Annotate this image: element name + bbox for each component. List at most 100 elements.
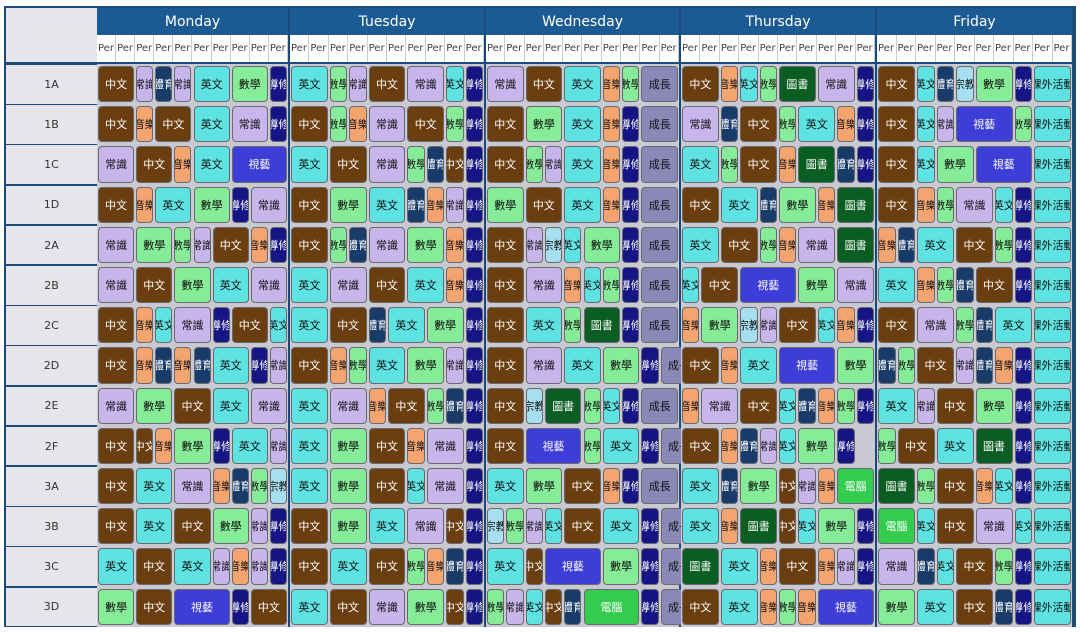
lesson-gs[interactable]: 常識 (368, 226, 406, 263)
lesson-en[interactable]: 英文 (564, 66, 601, 103)
lesson-en[interactable]: 英文 (936, 427, 974, 464)
lesson-mu[interactable]: 音樂 (174, 347, 192, 384)
lesson-gu[interactable]: 導修 (269, 66, 287, 103)
lesson-re[interactable]: 宗教 (544, 226, 563, 263)
lesson-en[interactable]: 英文 (917, 588, 954, 625)
lesson-gs[interactable]: 常識 (487, 66, 524, 103)
lesson-zh[interactable]: 中文 (564, 468, 601, 505)
lesson-ma[interactable]: 數學 (897, 347, 915, 384)
lesson-pe[interactable]: 體育 (798, 387, 816, 424)
lesson-mu[interactable]: 音樂 (682, 387, 700, 424)
lesson-pe[interactable]: 體育 (720, 106, 739, 143)
lesson-en[interactable]: 英文 (740, 347, 777, 384)
lesson-zh[interactable]: 中文 (407, 106, 445, 143)
lesson-ma[interactable]: 數學 (837, 347, 874, 384)
lesson-en[interactable]: 英文 (388, 307, 425, 344)
lesson-mu[interactable]: 音樂 (779, 146, 797, 183)
lesson-gs[interactable]: 常識 (368, 106, 406, 143)
lesson-ex[interactable]: 課外活動 (1034, 307, 1071, 344)
lesson-pe[interactable]: 體育 (231, 468, 249, 505)
lesson-en[interactable]: 英文 (878, 267, 915, 304)
class-label-3c[interactable]: 3C (6, 547, 97, 586)
lesson-pe[interactable]: 體育 (897, 226, 915, 263)
lesson-zh[interactable]: 中文 (956, 548, 993, 585)
lesson-pd[interactable]: 成長 (641, 66, 678, 103)
lesson-pe[interactable]: 體育 (446, 387, 464, 424)
lesson-pe[interactable]: 體育 (759, 186, 777, 223)
lesson-ma[interactable]: 數學 (407, 146, 425, 183)
lesson-mu[interactable]: 音樂 (407, 427, 425, 464)
lesson-gs[interactable]: 常識 (174, 468, 211, 505)
lesson-ma[interactable]: 數學 (602, 548, 640, 585)
lesson-gu[interactable]: 導修 (465, 106, 483, 143)
class-label-2d[interactable]: 2D (6, 346, 97, 385)
lesson-zh[interactable]: 中文 (368, 548, 406, 585)
lesson-va[interactable]: 視藝 (174, 588, 230, 625)
lesson-ma[interactable]: 數學 (407, 588, 445, 625)
lesson-mu[interactable]: 音樂 (837, 106, 855, 143)
lesson-ma[interactable]: 數學 (564, 307, 582, 344)
lesson-gs[interactable]: 常識 (956, 186, 993, 223)
lesson-ma[interactable]: 數學 (975, 66, 1013, 103)
lesson-gu[interactable]: 導修 (269, 508, 287, 545)
lesson-zh[interactable]: 中文 (740, 106, 777, 143)
lesson-pd[interactable]: 成長 (641, 106, 678, 143)
lesson-gs[interactable]: 常識 (426, 427, 464, 464)
lesson-en[interactable]: 英文 (525, 588, 543, 625)
lesson-en[interactable]: 英文 (682, 146, 719, 183)
lesson-mu[interactable]: 音樂 (174, 146, 192, 183)
lesson-gu[interactable]: 導修 (856, 66, 874, 103)
lesson-ma[interactable]: 數學 (136, 387, 173, 424)
lesson-mu[interactable]: 音樂 (602, 146, 621, 183)
lesson-zh[interactable]: 中文 (682, 588, 719, 625)
lesson-va[interactable]: 視藝 (817, 588, 874, 625)
lesson-li[interactable]: 圖書 (798, 146, 836, 183)
lesson-gu[interactable]: 導修 (1014, 588, 1032, 625)
lesson-pe[interactable]: 體育 (995, 588, 1013, 625)
lesson-zh[interactable]: 中文 (368, 267, 406, 304)
lesson-ma[interactable]: 數學 (193, 186, 230, 223)
lesson-zh[interactable]: 中文 (368, 468, 406, 505)
lesson-mu[interactable]: 音樂 (602, 186, 621, 223)
lesson-mu[interactable]: 音樂 (349, 106, 367, 143)
lesson-va[interactable]: 視藝 (975, 146, 1032, 183)
lesson-re[interactable]: 宗教 (956, 66, 974, 103)
lesson-gu[interactable]: 導修 (622, 146, 640, 183)
lesson-gs[interactable]: 常識 (250, 508, 268, 545)
lesson-gs[interactable]: 常識 (837, 548, 855, 585)
lesson-gu[interactable]: 導修 (269, 548, 287, 585)
lesson-ex[interactable]: 課外活動 (1034, 226, 1071, 263)
lesson-gu[interactable]: 導修 (269, 106, 287, 143)
lesson-mu[interactable]: 音樂 (426, 186, 445, 223)
lesson-mu[interactable]: 音樂 (329, 347, 348, 384)
class-label-3b[interactable]: 3B (6, 507, 97, 546)
lesson-pe[interactable]: 體育 (407, 186, 425, 223)
lesson-zh[interactable]: 中文 (720, 226, 758, 263)
lesson-gu[interactable]: 導修 (837, 427, 855, 464)
lesson-en[interactable]: 英文 (817, 307, 836, 344)
lesson-zh[interactable]: 中文 (329, 146, 367, 183)
class-label-2a[interactable]: 2A (6, 225, 97, 265)
class-label-1b[interactable]: 1B (6, 105, 97, 144)
lesson-en[interactable]: 英文 (682, 267, 700, 304)
lesson-gu[interactable]: 導修 (641, 588, 659, 625)
lesson-zh[interactable]: 中文 (250, 588, 287, 625)
lesson-gu[interactable]: 導修 (856, 307, 874, 344)
lesson-ma[interactable]: 數學 (622, 66, 640, 103)
lesson-en[interactable]: 英文 (720, 186, 758, 223)
lesson-co[interactable]: 電腦 (837, 468, 874, 505)
lesson-gu[interactable]: 導修 (622, 186, 640, 223)
lesson-ma[interactable]: 數學 (759, 66, 777, 103)
lesson-gs[interactable]: 常識 (701, 387, 739, 424)
lesson-zh[interactable]: 中文 (779, 548, 816, 585)
lesson-ex[interactable]: 課外活動 (1034, 267, 1071, 304)
lesson-ma[interactable]: 數學 (878, 427, 896, 464)
lesson-zh[interactable]: 中文 (682, 347, 719, 384)
lesson-va[interactable]: 視藝 (231, 146, 287, 183)
lesson-en[interactable]: 英文 (212, 267, 249, 304)
lesson-ma[interactable]: 數學 (917, 468, 935, 505)
lesson-gs[interactable]: 常識 (98, 387, 135, 424)
lesson-en[interactable]: 英文 (682, 508, 719, 545)
lesson-gs[interactable]: 常識 (329, 267, 367, 304)
lesson-zh[interactable]: 中文 (682, 66, 719, 103)
